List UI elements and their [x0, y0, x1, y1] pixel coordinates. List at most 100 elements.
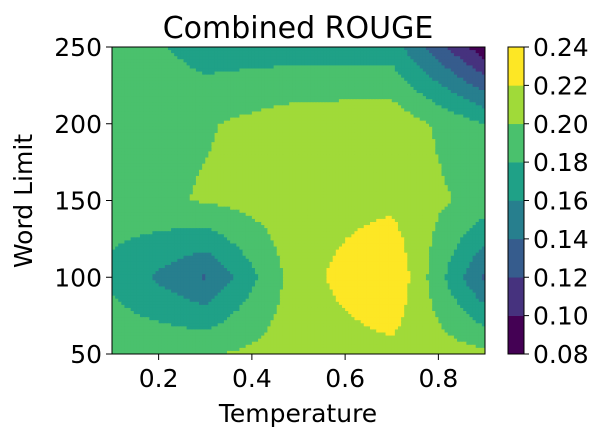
contour-cell [332, 47, 337, 51]
contour-cell [373, 89, 377, 94]
contour-cell [130, 126, 135, 131]
contour-cell [366, 50, 371, 54]
contour-cell [164, 120, 169, 125]
contour-cell [186, 154, 191, 159]
contour-cell [310, 56, 315, 60]
contour-cell [323, 53, 328, 57]
contour-cell [354, 123, 359, 128]
contour-cell [251, 93, 256, 97]
contour-cell [326, 59, 331, 63]
contour-cell [453, 50, 458, 54]
contour-cell [314, 129, 318, 134]
contour-cell [295, 108, 300, 113]
contour-cell [329, 68, 334, 73]
contour-cell [335, 172, 340, 177]
contour-cell [233, 83, 237, 88]
contour-cell [230, 136, 234, 140]
contour-cell [481, 62, 485, 67]
contour-cell [242, 65, 247, 70]
contour-cell [217, 50, 222, 54]
contour-cell [227, 157, 231, 162]
contour-cell [267, 105, 272, 109]
contour-cell [385, 47, 390, 51]
contour-cell [136, 83, 141, 88]
contour-cell [289, 117, 293, 122]
contour-cell [466, 163, 471, 168]
contour-cell [245, 108, 250, 113]
contour-cell [118, 71, 122, 76]
contour-cell [192, 50, 197, 54]
contour-cell [351, 148, 356, 152]
contour-cell [338, 132, 343, 137]
contour-cell [310, 151, 315, 156]
contour-cell [180, 56, 185, 60]
contour-cell [463, 145, 467, 149]
contour-cell [192, 47, 197, 51]
contour-cell [357, 89, 362, 94]
contour-cell [441, 142, 446, 146]
contour-cell [239, 129, 244, 134]
contour-cell [130, 59, 135, 63]
contour-cell [419, 89, 424, 94]
contour-cell [223, 62, 228, 67]
contour-cell [298, 56, 303, 60]
contour-cell [357, 68, 362, 73]
contour-cell [149, 139, 154, 143]
contour-cell [332, 123, 337, 128]
contour-cell [326, 157, 331, 162]
contour-cell [438, 74, 443, 79]
contour-cell [404, 129, 408, 134]
contour-cell [441, 47, 446, 51]
contour-cell [385, 154, 390, 159]
contour-cell [410, 59, 415, 63]
contour-cell [208, 151, 213, 156]
contour-cell [453, 80, 458, 85]
contour-cell [354, 102, 359, 106]
contour-cell [407, 126, 411, 131]
contour-cell [195, 56, 200, 60]
contour-cell [236, 68, 241, 73]
contour-cell [124, 74, 129, 79]
contour-cell [239, 139, 244, 143]
contour-cell [447, 96, 452, 100]
contour-cell [155, 169, 160, 174]
contour-cell [167, 157, 172, 162]
contour-cell [133, 102, 138, 106]
contour-cell [133, 139, 138, 143]
contour-cell [202, 89, 206, 94]
contour-cell [478, 65, 483, 70]
contour-cell [388, 74, 393, 79]
contour-cell [183, 111, 188, 116]
contour-cell [118, 65, 122, 70]
contour-cell [329, 105, 334, 109]
contour-cell [167, 123, 172, 128]
contour-cell [261, 145, 265, 149]
contour-cell [407, 99, 411, 103]
contour-cell [143, 74, 147, 79]
contour-cell [466, 111, 471, 116]
contour-cell [307, 148, 312, 152]
contour-cell [115, 142, 119, 146]
contour-cell [292, 74, 296, 79]
contour-cell [373, 169, 377, 174]
contour-cell [143, 105, 147, 109]
contour-cell [186, 71, 191, 76]
contour-cell [273, 59, 278, 63]
contour-cell [438, 157, 443, 162]
contour-cell [376, 157, 380, 162]
contour-cell [189, 83, 194, 88]
contour-cell [338, 50, 343, 54]
contour-cell [295, 148, 300, 152]
contour-cell [254, 139, 259, 143]
contour-cell [413, 114, 418, 119]
contour-cell [139, 111, 144, 116]
contour-cell [189, 89, 194, 94]
contour-cell [301, 89, 306, 94]
contour-cell [211, 145, 216, 149]
contour-cell [161, 93, 166, 97]
contour-cell [158, 145, 163, 149]
contour-cell [202, 120, 206, 125]
contour-cell [397, 50, 402, 54]
contour-cell [342, 68, 346, 73]
contour-cell [366, 62, 371, 67]
